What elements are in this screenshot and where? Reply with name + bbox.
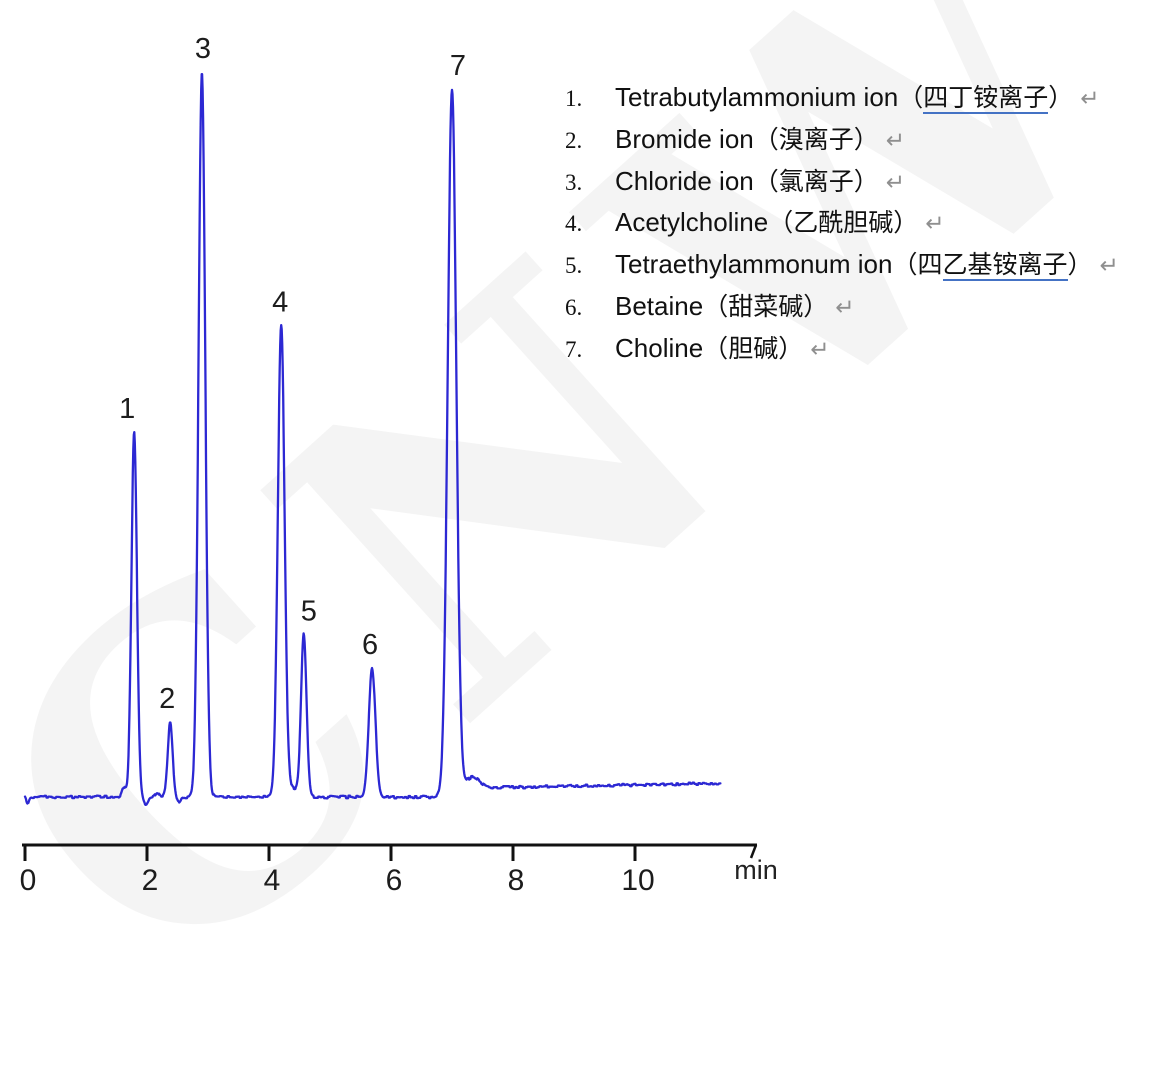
legend-item-name-zh: 溴离子 — [778, 125, 854, 154]
legend-item-4: 4. Acetylcholine（乙酰胆碱） ↵ — [565, 202, 1165, 244]
x-axis-tick-label-0: 0 — [20, 864, 37, 897]
trace-line — [23, 73, 722, 806]
legend-item-name-zh: 甜菜碱 — [728, 292, 804, 321]
legend-item-number: 2. — [565, 127, 583, 153]
legend-item-2: 2. Bromide ion（溴离子） ↵ — [565, 119, 1165, 161]
return-mark-icon: ↵ — [925, 210, 945, 237]
legend-item-number: 3. — [565, 169, 583, 195]
paren-open: （ — [892, 251, 918, 280]
x-axis-tick-label-8: 8 — [508, 864, 525, 897]
legend-item-name-en: Tetrabutylammonium ion — [615, 82, 899, 112]
legend-item-3: 3. Chloride ion（氯离子） ↵ — [565, 161, 1165, 203]
paren-open: （ — [753, 125, 779, 154]
legend-item-number: 5. — [565, 253, 583, 279]
x-axis-tick-label-4: 4 — [264, 864, 281, 897]
legend-item-number: 4. — [565, 211, 583, 237]
paren-close: ） — [853, 125, 879, 154]
x-axis-tick-label-2: 2 — [142, 864, 159, 897]
legend-item-name-zh-underlined: 四丁铵离子 — [923, 84, 1049, 114]
legend-item-name-zh: 乙酰胆碱 — [793, 209, 894, 238]
legend-item-name-en: Choline — [615, 332, 704, 363]
chromatogram-plot: 1 2 3 4 5 6 7 0 2 4 6 8 10 min — [20, 33, 778, 897]
peak-label-3: 3 — [195, 33, 211, 65]
return-mark-icon: ↵ — [810, 335, 830, 362]
peak-label-1: 1 — [119, 393, 135, 425]
legend-item-number: 7. — [565, 336, 583, 362]
peak-label-5: 5 — [301, 596, 317, 628]
legend-item-name-en: Betaine — [615, 290, 704, 321]
legend-item-6: 6. Betaine（甜菜碱） ↵ — [565, 286, 1165, 328]
legend-item-name-en: Tetraethylammonum ion — [615, 249, 893, 280]
x-axis-end-tick — [749, 844, 758, 859]
legend-item-name-zh: 四 — [917, 251, 943, 280]
legend-item-name-zh-underlined: 乙基铵离子 — [942, 251, 1068, 282]
paren-open: （ — [753, 167, 779, 196]
paren-close: ） — [853, 167, 879, 196]
legend-item-name-en: Chloride ion — [615, 165, 754, 196]
paren-close: ） — [803, 292, 829, 321]
paren-open: （ — [768, 209, 794, 238]
return-mark-icon: ↵ — [1099, 252, 1119, 279]
paren-close: ） — [1048, 84, 1074, 112]
return-mark-icon: ↵ — [1080, 85, 1100, 111]
legend-item-name-en: Acetylcholine — [615, 207, 769, 238]
paren-close: ） — [778, 334, 804, 363]
paren-close: ） — [1067, 251, 1093, 280]
paren-open: （ — [703, 292, 729, 321]
legend-item-1: 1. Tetrabutylammonium ion（四丁铵离子） ↵ — [565, 77, 1165, 119]
return-mark-icon: ↵ — [885, 168, 906, 195]
x-axis-tick-label-10: 10 — [621, 864, 654, 897]
paren-open: （ — [898, 84, 924, 112]
return-mark-icon: ↵ — [835, 293, 855, 320]
peak-label-6: 6 — [362, 629, 378, 661]
compound-legend: 1. Tetrabutylammonium ion（四丁铵离子） ↵ 2. Bromi… — [565, 77, 1165, 370]
legend-item-name-zh: 氯离子 — [778, 167, 854, 196]
peak-label-4: 4 — [272, 286, 288, 318]
legend-item-7: 7. Choline（胆碱） ↵ — [565, 328, 1165, 370]
peak-label-7: 7 — [450, 50, 466, 82]
x-axis-tick-label-6: 6 — [386, 864, 403, 897]
return-mark-icon: ↵ — [885, 126, 906, 153]
paren-open: （ — [703, 334, 729, 363]
legend-item-name-zh: 胆碱 — [728, 334, 779, 363]
x-axis-unit-label: min — [734, 855, 778, 885]
legend-item-number: 1. — [565, 86, 583, 111]
paren-close: ） — [893, 209, 919, 238]
legend-item-name-en: Bromide ion — [615, 123, 754, 154]
peak-label-2: 2 — [159, 683, 175, 715]
legend-item-number: 6. — [565, 294, 583, 320]
legend-item-5: 5. Tetraethylammonum ion（四乙基铵离子） ↵ — [565, 244, 1165, 286]
